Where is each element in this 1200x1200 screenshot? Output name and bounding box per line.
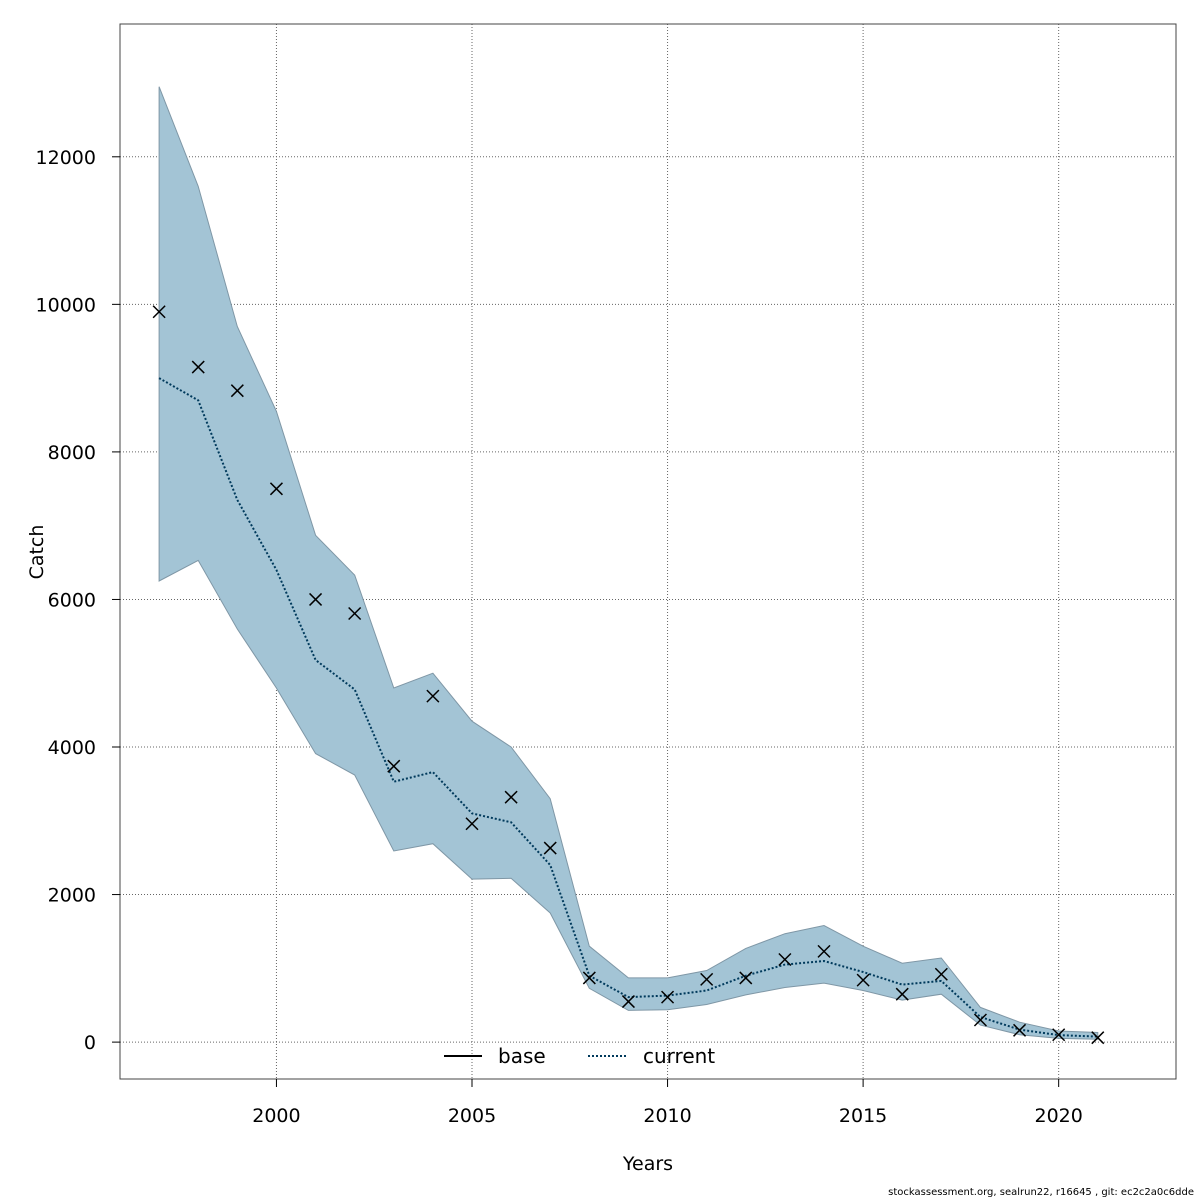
observed-point	[934, 967, 948, 981]
x-tick-label: 2015	[839, 1105, 887, 1127]
observed-point	[387, 759, 401, 773]
grid	[120, 24, 1176, 1079]
legend-label-current: current	[643, 1044, 715, 1068]
observed-point	[973, 1013, 987, 1027]
observed-point	[661, 990, 675, 1004]
observed-point	[621, 995, 635, 1009]
observed-point	[1091, 1031, 1105, 1045]
y-tick-label: 0	[84, 1032, 96, 1054]
x-tick-label: 2000	[252, 1105, 300, 1127]
observed-point	[1013, 1023, 1027, 1037]
y-tick-label: 12000	[36, 147, 96, 169]
y-tick-label: 4000	[48, 737, 96, 759]
observed-point	[309, 592, 323, 606]
y-tick-label: 10000	[36, 294, 96, 316]
legend: base current	[444, 1044, 715, 1068]
observed-point	[348, 606, 362, 621]
y-tick-label: 2000	[48, 885, 96, 907]
observed-points	[152, 305, 1105, 1045]
x-tick-label: 2005	[448, 1105, 496, 1127]
observed-point	[152, 305, 166, 319]
observed-point	[504, 790, 518, 804]
observed-point	[856, 973, 870, 987]
confidence-band	[158, 86, 1099, 1040]
x-axis-title: Years	[622, 1153, 673, 1175]
y-tick-label: 6000	[48, 589, 96, 611]
observed-point	[1052, 1028, 1066, 1042]
observed-point	[465, 817, 479, 831]
observed-point	[778, 952, 792, 967]
y-axis: 0 2000 4000 6000 8000 10000 12000	[36, 147, 120, 1054]
x-axis: 2000 2005 2010 2015 2020	[252, 1079, 1083, 1127]
legend-label-base: base	[498, 1044, 546, 1068]
observed-point	[700, 972, 714, 986]
y-tick-label: 8000	[48, 442, 96, 464]
y-axis-title: Catch	[26, 525, 48, 580]
x-tick-label: 2010	[643, 1105, 691, 1127]
observed-point	[582, 971, 596, 985]
footer-note: stockassessment.org, sealrun22, r16645 ,…	[888, 1187, 1194, 1198]
plot-frame	[119, 23, 1177, 1080]
observed-point	[426, 689, 440, 703]
observed-point	[739, 971, 753, 985]
observed-point	[230, 384, 244, 398]
observed-point	[269, 482, 283, 496]
observed-point	[191, 360, 205, 374]
series-line-current	[158, 377, 1098, 1038]
x-tick-label: 2020	[1034, 1105, 1082, 1127]
observed-point	[895, 987, 909, 1001]
observed-point	[543, 841, 557, 855]
observed-point	[817, 944, 831, 958]
